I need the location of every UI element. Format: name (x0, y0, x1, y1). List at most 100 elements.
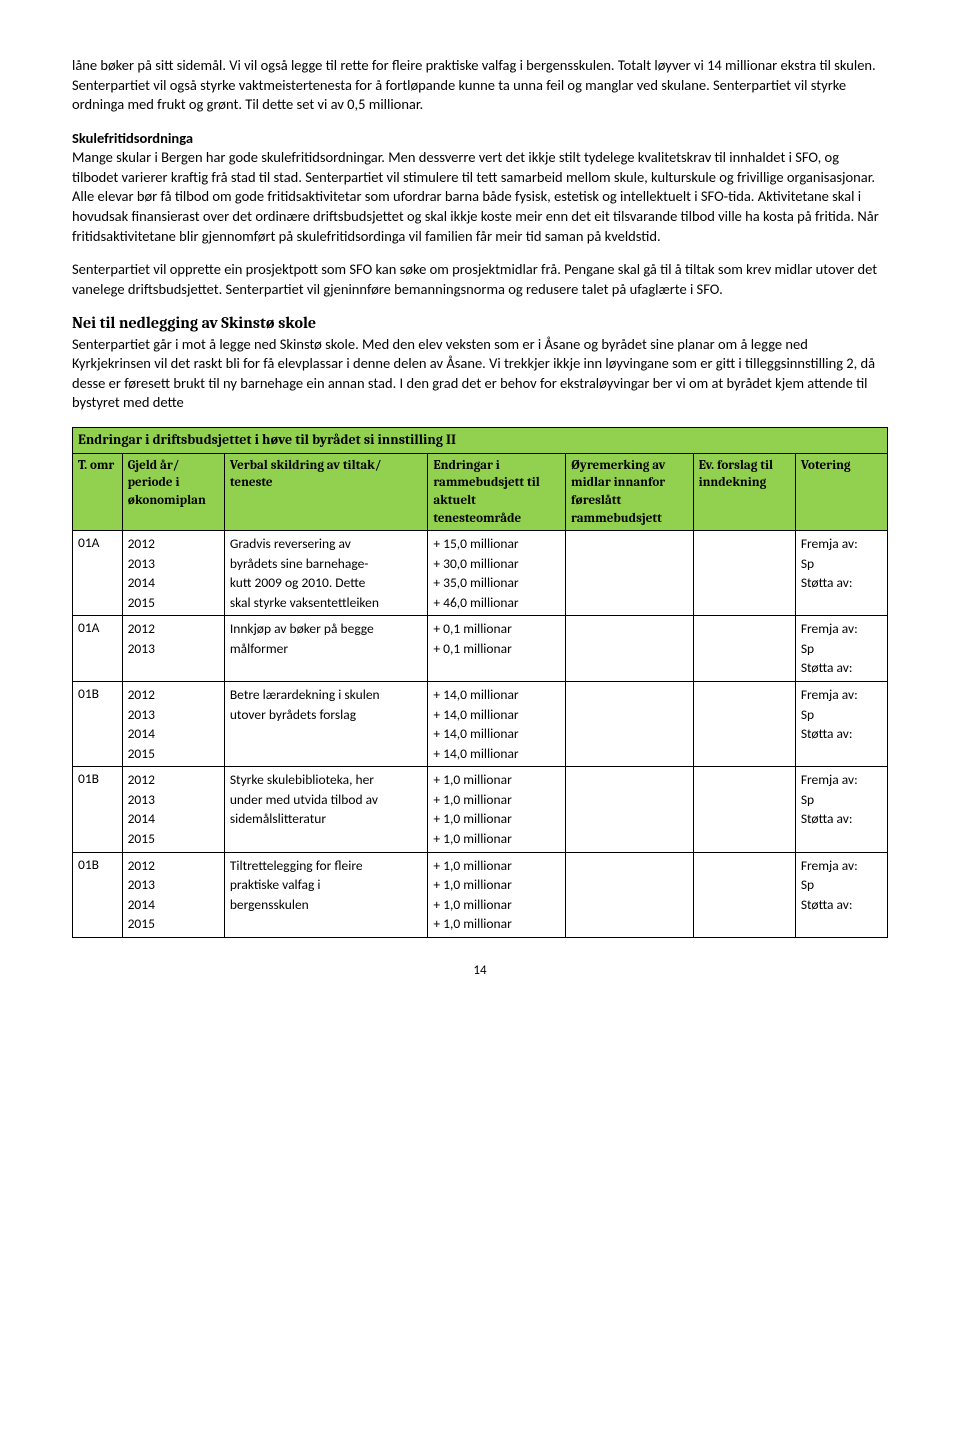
cell-vote-line: Sp (801, 875, 882, 895)
cell-cover (693, 852, 795, 937)
col-header-desc: Verbal skildring av tiltak/ teneste (224, 453, 427, 530)
cell-change-line: + 1,0 millionar (433, 914, 560, 934)
cell-vote: Fremja av:SpStøtta av: (795, 852, 887, 937)
cell-change: + 14,0 millionar+ 14,0 millionar+ 14,0 m… (428, 682, 566, 767)
cell-cover (693, 767, 795, 852)
cell-vote-line: Støtta av: (801, 895, 882, 915)
cell-change-line: + 35,0 millionar (433, 573, 560, 593)
cell-tomr: 01B (73, 852, 123, 937)
cell-tomr: 01A (73, 531, 123, 616)
cell-vote: Fremja av:SpStøtta av: (795, 767, 887, 852)
cell-change: + 1,0 millionar+ 1,0 millionar+ 1,0 mill… (428, 767, 566, 852)
cell-change-line: + 14,0 millionar (433, 685, 560, 705)
cell-desc: Innkjøp av bøker på beggemålformer (224, 616, 427, 682)
cell-desc-line: skal styrke vaksentettleiken (230, 593, 422, 613)
cell-vote-line: Fremja av: (801, 685, 882, 705)
cell-vote: Fremja av:SpStøtta av: (795, 616, 887, 682)
cell-tomr: 01B (73, 682, 123, 767)
heading-skinsto: Nei til nedlegging av Skinstø skole (72, 313, 888, 335)
table-row: 01B2012201320142015Tiltrettelegging for … (73, 852, 888, 937)
cell-year-line: 2012 (128, 685, 219, 705)
cell-year-line: 2012 (128, 770, 219, 790)
cell-change-line: + 14,0 millionar (433, 705, 560, 725)
cell-change-line: + 1,0 millionar (433, 770, 560, 790)
cell-year-line: 2014 (128, 809, 219, 829)
cell-desc-line: Styrke skulebiblioteka, her (230, 770, 422, 790)
cell-change-line: + 1,0 millionar (433, 895, 560, 915)
cell-year-line: 2012 (128, 534, 219, 554)
cell-year-line: 2015 (128, 593, 219, 613)
cell-year-line: 2014 (128, 724, 219, 744)
cell-earmark (566, 616, 694, 682)
cell-year: 2012201320142015 (122, 852, 224, 937)
cell-change-line: + 0,1 millionar (433, 639, 560, 659)
cell-desc-line: sidemålslitteratur (230, 809, 422, 829)
col-header-vote: Votering (795, 453, 887, 530)
cell-change-line: + 15,0 millionar (433, 534, 560, 554)
cell-change-line: + 1,0 millionar (433, 790, 560, 810)
cell-change-line: + 30,0 millionar (433, 554, 560, 574)
cell-vote-line: Støtta av: (801, 809, 882, 829)
cell-year-line: 2015 (128, 829, 219, 849)
cell-cover (693, 616, 795, 682)
cell-desc-line: bergensskulen (230, 895, 422, 915)
col-header-cover: Ev. forslag til inndekning (693, 453, 795, 530)
col-header-tomr: T. omr (73, 453, 123, 530)
cell-year-line: 2015 (128, 744, 219, 764)
cell-year-line: 2012 (128, 856, 219, 876)
table-row: 01B2012201320142015Styrke skulebibliotek… (73, 767, 888, 852)
cell-vote-line: Fremja av: (801, 534, 882, 554)
page-number: 14 (72, 962, 888, 980)
cell-desc-line: Gradvis reversering av (230, 534, 422, 554)
cell-vote-line: Støtta av: (801, 724, 882, 744)
cell-vote: Fremja av:SpStøtta av: (795, 682, 887, 767)
cell-year-line: 2014 (128, 895, 219, 915)
cell-cover (693, 682, 795, 767)
cell-year-line: 2012 (128, 619, 219, 639)
cell-tomr: 01A (73, 616, 123, 682)
cell-desc: Tiltrettelegging for fleirepraktiske val… (224, 852, 427, 937)
col-header-year: Gjeld år/ periode i økonomiplan (122, 453, 224, 530)
cell-vote-line: Fremja av: (801, 856, 882, 876)
cell-year-line: 2013 (128, 705, 219, 725)
cell-change-line: + 1,0 millionar (433, 809, 560, 829)
cell-change-line: + 14,0 millionar (433, 724, 560, 744)
cell-desc: Styrke skulebiblioteka, herunder med utv… (224, 767, 427, 852)
cell-change-line: + 1,0 millionar (433, 829, 560, 849)
cell-desc-line: byrådets sine barnehage- (230, 554, 422, 574)
cell-desc-line: Innkjøp av bøker på begge (230, 619, 422, 639)
heading-skulefritid: Skulefritidsordninga (72, 129, 888, 149)
cell-desc-line: Tiltrettelegging for fleire (230, 856, 422, 876)
cell-change-line: + 0,1 millionar (433, 619, 560, 639)
col-header-change: Endringar i rammebudsjett til aktuelt te… (428, 453, 566, 530)
skulefritid-paragraph-1: Mange skular i Bergen har gode skulefrit… (72, 148, 888, 246)
cell-tomr: 01B (73, 767, 123, 852)
skinsto-paragraph: Senterpartiet går i mot å legge ned Skin… (72, 335, 888, 413)
cell-vote-line: Fremja av: (801, 619, 882, 639)
intro-paragraph: låne bøker på sitt sidemål. Vi vil også … (72, 56, 888, 115)
cell-year: 2012201320142015 (122, 682, 224, 767)
skulefritid-paragraph-2: Senterpartiet vil opprette ein prosjektp… (72, 260, 888, 299)
cell-earmark (566, 767, 694, 852)
cell-year-line: 2013 (128, 790, 219, 810)
cell-earmark (566, 852, 694, 937)
cell-change-line: + 1,0 millionar (433, 875, 560, 895)
cell-vote: Fremja av:SpStøtta av: (795, 531, 887, 616)
cell-year-line: 2014 (128, 573, 219, 593)
col-header-earmark: Øyremerking av midlar innanfor føreslått… (566, 453, 694, 530)
cell-vote-line: Sp (801, 554, 882, 574)
cell-vote-line: Støtta av: (801, 658, 882, 678)
cell-year-line: 2013 (128, 554, 219, 574)
table-row: 01B2012201320142015Betre lærardekning i … (73, 682, 888, 767)
cell-desc: Gradvis reversering avbyrådets sine barn… (224, 531, 427, 616)
cell-desc: Betre lærardekning i skulenutover byråde… (224, 682, 427, 767)
table-row: 01A2012201320142015Gradvis reversering a… (73, 531, 888, 616)
cell-desc-line: under med utvida tilbod av (230, 790, 422, 810)
cell-vote-line: Sp (801, 639, 882, 659)
budget-table: Endringar i driftsbudsjettet i høve til … (72, 427, 888, 938)
cell-change-line: + 14,0 millionar (433, 744, 560, 764)
cell-year-line: 2013 (128, 875, 219, 895)
table-row: 01A20122013Innkjøp av bøker på beggemålf… (73, 616, 888, 682)
cell-cover (693, 531, 795, 616)
cell-vote-line: Støtta av: (801, 573, 882, 593)
